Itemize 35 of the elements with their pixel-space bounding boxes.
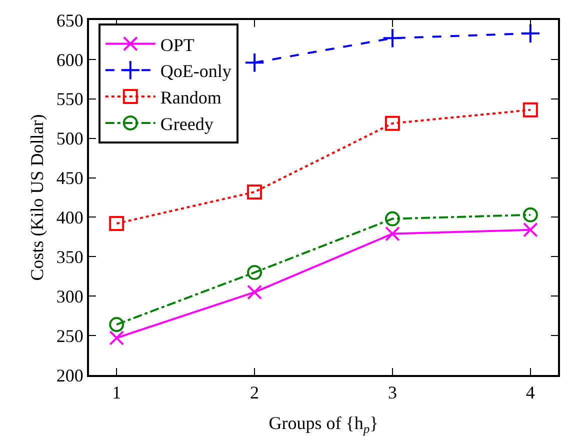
y-tick-label: 250 [56, 326, 84, 346]
point [384, 226, 400, 242]
point [244, 52, 265, 73]
point [382, 28, 403, 48]
point [520, 23, 541, 44]
x-tick-label: 2 [250, 382, 260, 403]
x-tick-label: 1 [112, 382, 122, 403]
x-axis-title: Groups of {h$_{p}$} [268, 413, 378, 436]
point [109, 330, 124, 346]
legend-label: Greedy [160, 114, 214, 134]
y-tick-label: 350 [56, 246, 84, 267]
y-tick-label: 650 [56, 10, 84, 30]
point [109, 317, 124, 332]
point [522, 207, 538, 222]
y-tick-label: 400 [56, 208, 84, 228]
point [522, 222, 538, 238]
y-tick-label: 600 [56, 50, 84, 70]
point [247, 264, 262, 280]
y-tick-label: 550 [56, 89, 84, 110]
y-tick-label: 500 [56, 128, 84, 149]
legend-label: Random [160, 88, 222, 108]
legend-label: QoE-only [160, 61, 232, 82]
y-axis-title: Costs (Kilo US Dollar) [27, 114, 48, 281]
y-tick-label: 450 [56, 168, 84, 188]
point [522, 102, 538, 118]
legend-label: OPT [160, 34, 194, 55]
x-tick-label: 3 [388, 382, 397, 403]
point [247, 284, 262, 300]
point [109, 216, 124, 232]
y-tick-label: 200 [56, 365, 84, 386]
x-tick-label: 4 [526, 382, 535, 403]
y-tick-label: 300 [56, 286, 84, 306]
point [384, 211, 400, 226]
point [384, 116, 400, 131]
point [247, 184, 262, 200]
